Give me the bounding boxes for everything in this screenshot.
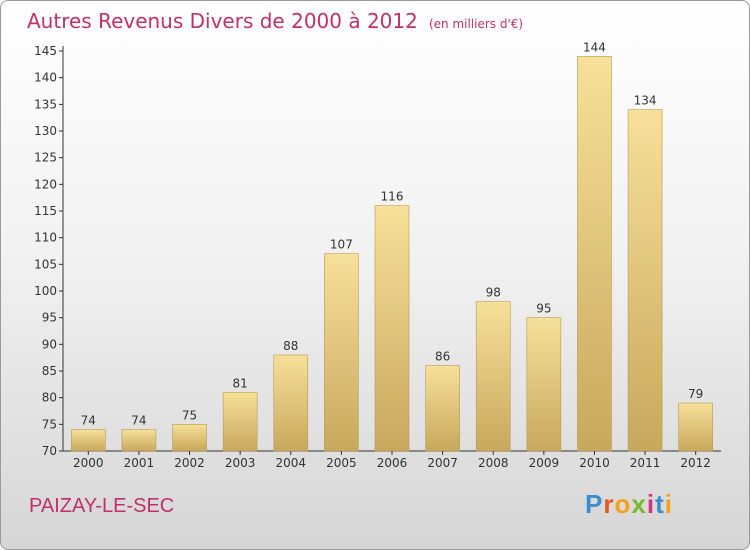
logo-letter: r bbox=[603, 489, 615, 519]
bar-2005 bbox=[324, 253, 359, 452]
x-tick-label: 2001 bbox=[124, 456, 155, 470]
logo-letter: t bbox=[655, 489, 665, 519]
y-tick-label: 85 bbox=[42, 364, 57, 378]
bar-value-label: 86 bbox=[435, 350, 450, 364]
x-tick-label: 2010 bbox=[579, 456, 610, 470]
x-tick-label: 2005 bbox=[326, 456, 357, 470]
y-tick-label: 130 bbox=[34, 124, 57, 138]
x-tick-label: 2012 bbox=[680, 456, 711, 470]
x-tick-label: 2000 bbox=[73, 456, 104, 470]
logo-letter: P bbox=[585, 489, 604, 519]
bar-2010 bbox=[577, 56, 612, 452]
x-tick-label: 2003 bbox=[225, 456, 256, 470]
bar-2012 bbox=[678, 402, 713, 452]
bar-value-label: 107 bbox=[330, 238, 353, 252]
y-tick-label: 105 bbox=[34, 257, 57, 271]
x-tick-label: 2002 bbox=[174, 456, 205, 470]
bar-value-label: 98 bbox=[486, 286, 501, 300]
y-tick-label: 110 bbox=[34, 231, 57, 245]
y-tick-label: 70 bbox=[42, 444, 57, 458]
y-tick-label: 135 bbox=[34, 97, 57, 111]
bar-value-label: 79 bbox=[688, 387, 703, 401]
logo-letter: i bbox=[664, 489, 673, 519]
bar-2001 bbox=[121, 429, 157, 452]
bar-value-label: 81 bbox=[233, 376, 248, 390]
proxiti-logo: Proxiti bbox=[585, 489, 673, 520]
title-main: Autres Revenus Divers de 2000 à 2012 bbox=[27, 9, 418, 33]
x-tick-label: 2011 bbox=[630, 456, 661, 470]
y-tick-label: 125 bbox=[34, 151, 57, 165]
bar-2002 bbox=[172, 424, 207, 452]
y-tick-label: 95 bbox=[42, 311, 57, 325]
chart-title: Autres Revenus Divers de 2000 à 2012 (en… bbox=[27, 9, 523, 33]
y-tick-label: 140 bbox=[34, 71, 57, 85]
commune-name: PAIZAY-LE-SEC bbox=[29, 495, 175, 517]
y-tick-label: 100 bbox=[34, 284, 57, 298]
bar-value-label: 95 bbox=[536, 302, 551, 316]
x-tick-label: 2006 bbox=[377, 456, 408, 470]
logo-letter: o bbox=[614, 489, 632, 519]
logo-letter: x bbox=[631, 489, 647, 519]
title-unit: (en milliers d'€) bbox=[428, 17, 524, 31]
bar-value-label: 75 bbox=[182, 408, 197, 422]
y-tick-label: 120 bbox=[34, 177, 57, 191]
bar-value-label: 74 bbox=[81, 414, 96, 428]
x-tick-label: 2008 bbox=[478, 456, 509, 470]
bar-2009 bbox=[526, 317, 562, 452]
bar-value-label: 116 bbox=[381, 190, 404, 204]
bar-2004 bbox=[273, 354, 309, 452]
x-tick-label: 2007 bbox=[427, 456, 458, 470]
y-tick-label: 75 bbox=[42, 417, 57, 431]
bar-value-label: 134 bbox=[634, 94, 657, 108]
y-tick-label: 80 bbox=[42, 391, 57, 405]
logo-letter: i bbox=[646, 489, 656, 519]
bar-value-label: 144 bbox=[583, 40, 606, 54]
y-tick-label: 90 bbox=[42, 337, 57, 351]
y-tick-label: 115 bbox=[34, 204, 57, 218]
y-tick-label: 145 bbox=[34, 44, 57, 58]
bar-2007 bbox=[425, 365, 460, 452]
x-tick-label: 2009 bbox=[529, 456, 560, 470]
bar-2000 bbox=[71, 429, 106, 452]
bar-2003 bbox=[222, 392, 258, 452]
bar-2006 bbox=[374, 205, 410, 452]
bar-value-label: 88 bbox=[283, 339, 298, 353]
bar-2008 bbox=[475, 301, 511, 452]
x-tick-label: 2004 bbox=[275, 456, 306, 470]
bar-value-label: 74 bbox=[131, 414, 146, 428]
bar-2011 bbox=[627, 109, 663, 452]
